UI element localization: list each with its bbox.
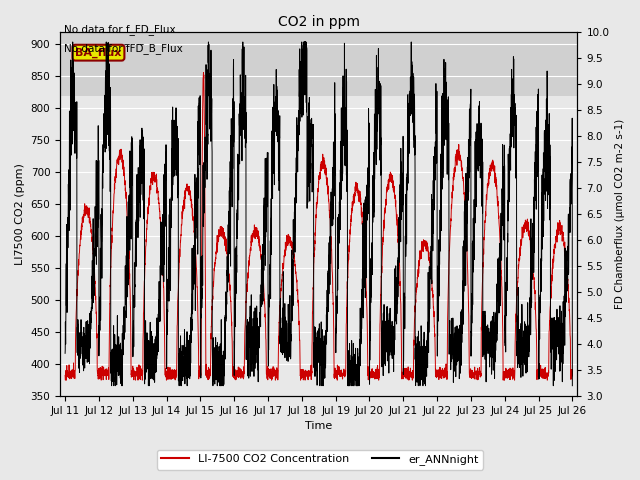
Text: No data for f̅FD̅_B_Flux: No data for f̅FD̅_B_Flux xyxy=(64,43,183,54)
Text: No data for f_FD_Flux: No data for f_FD_Flux xyxy=(64,24,175,35)
Legend: LI-7500 CO2 Concentration, er_ANNnight: LI-7500 CO2 Concentration, er_ANNnight xyxy=(157,450,483,469)
Y-axis label: FD Chamberflux (μmol CO2 m-2 s-1): FD Chamberflux (μmol CO2 m-2 s-1) xyxy=(615,119,625,309)
Y-axis label: LI7500 CO2 (ppm): LI7500 CO2 (ppm) xyxy=(15,163,25,265)
Text: BA_flux: BA_flux xyxy=(76,48,122,58)
Title: CO2 in ppm: CO2 in ppm xyxy=(278,15,360,29)
Bar xyxy=(60,32,577,96)
X-axis label: Time: Time xyxy=(305,421,332,432)
